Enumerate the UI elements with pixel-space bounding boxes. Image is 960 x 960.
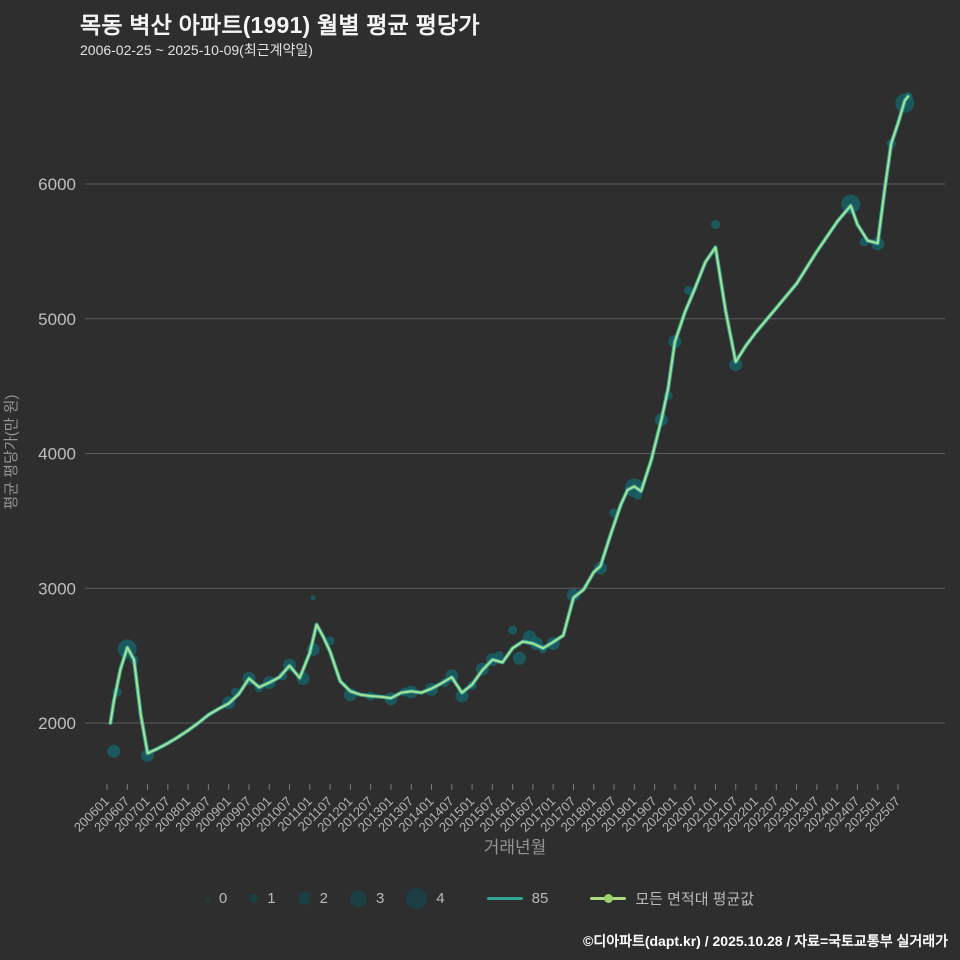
data-point-bubble[interactable]: [107, 744, 121, 758]
legend-item-average[interactable]: 모든 면적대 평균값: [590, 888, 754, 909]
data-point-bubble[interactable]: [508, 625, 518, 635]
data-point-bubble[interactable]: [512, 651, 526, 665]
legend-label-85: 85: [531, 890, 549, 907]
line-swatch-average-icon: [590, 894, 627, 903]
y-tick-labels: 2000 3000 4000 5000 6000: [38, 175, 76, 733]
size-dot-icon: [406, 888, 428, 909]
date-range-subtitle: 2006-02-25 ~ 2025-10-09(최근계약일): [80, 42, 313, 58]
legend-size-label: 1: [267, 890, 276, 907]
size-dot-icon: [205, 896, 210, 901]
data-point-bubble[interactable]: [683, 285, 693, 295]
data-point-bubble[interactable]: [494, 651, 504, 661]
scatter-bubbles: [107, 91, 915, 762]
price-line-average: [109, 95, 910, 755]
y-tick-label: 6000: [38, 175, 76, 194]
legend-item-85[interactable]: 85: [486, 890, 549, 907]
price-line-85: [108, 94, 911, 756]
size-dot-icon: [349, 890, 367, 907]
x-axis-title: 거래년월: [484, 838, 547, 857]
y-tick-label: 5000: [38, 310, 76, 329]
data-point-bubble[interactable]: [310, 595, 316, 601]
legend-label-average: 모든 면적대 평균값: [635, 891, 755, 908]
size-dot-icon: [249, 894, 259, 903]
y-axis-title: 평균 평당가(만 원): [3, 395, 20, 510]
y-tick-label: 4000: [38, 445, 76, 464]
bubble-size-legend: 0 1 2 3 4: [205, 888, 445, 909]
price-chart: 2000 3000 4000 5000 6000 20060120060720070120…: [3, 91, 945, 857]
legend-size-item-0: 0: [205, 890, 228, 907]
data-point-bubble[interactable]: [566, 588, 580, 602]
data-point-bubble[interactable]: [710, 219, 720, 229]
data-point-bubble[interactable]: [729, 358, 743, 372]
line-swatch-85-icon: [486, 897, 523, 900]
legend-size-item-2: 2: [297, 890, 328, 907]
green-marker-icon: [603, 894, 613, 903]
size-dot-icon: [297, 892, 311, 905]
x-axis: 2006012006072007012007072008012008072009…: [71, 784, 903, 835]
data-point-bubble[interactable]: [633, 490, 643, 500]
legend-size-item-3: 3: [349, 890, 385, 907]
footer-credit: ©디아파트(dapt.kr) / 2025.10.28 / 자료=국토교통부 실…: [583, 933, 948, 949]
y-tick-label: 3000: [38, 579, 76, 598]
y-gridlines: [85, 183, 945, 724]
legend-size-label: 4: [436, 890, 445, 907]
chart-legend: 0 1 2 3 4 85 모든 면적대 평균값: [0, 888, 960, 909]
legend-size-label: 2: [319, 890, 328, 907]
y-tick-label: 2000: [38, 714, 76, 733]
legend-size-label: 0: [218, 890, 228, 907]
page-title: 목동 벽산 아파트(1991) 월별 평균 평당가: [80, 12, 480, 38]
legend-size-label: 3: [375, 890, 385, 907]
data-point-bubble[interactable]: [455, 689, 469, 703]
legend-size-item-1: 1: [249, 890, 276, 907]
legend-size-item-4: 4: [406, 888, 445, 909]
